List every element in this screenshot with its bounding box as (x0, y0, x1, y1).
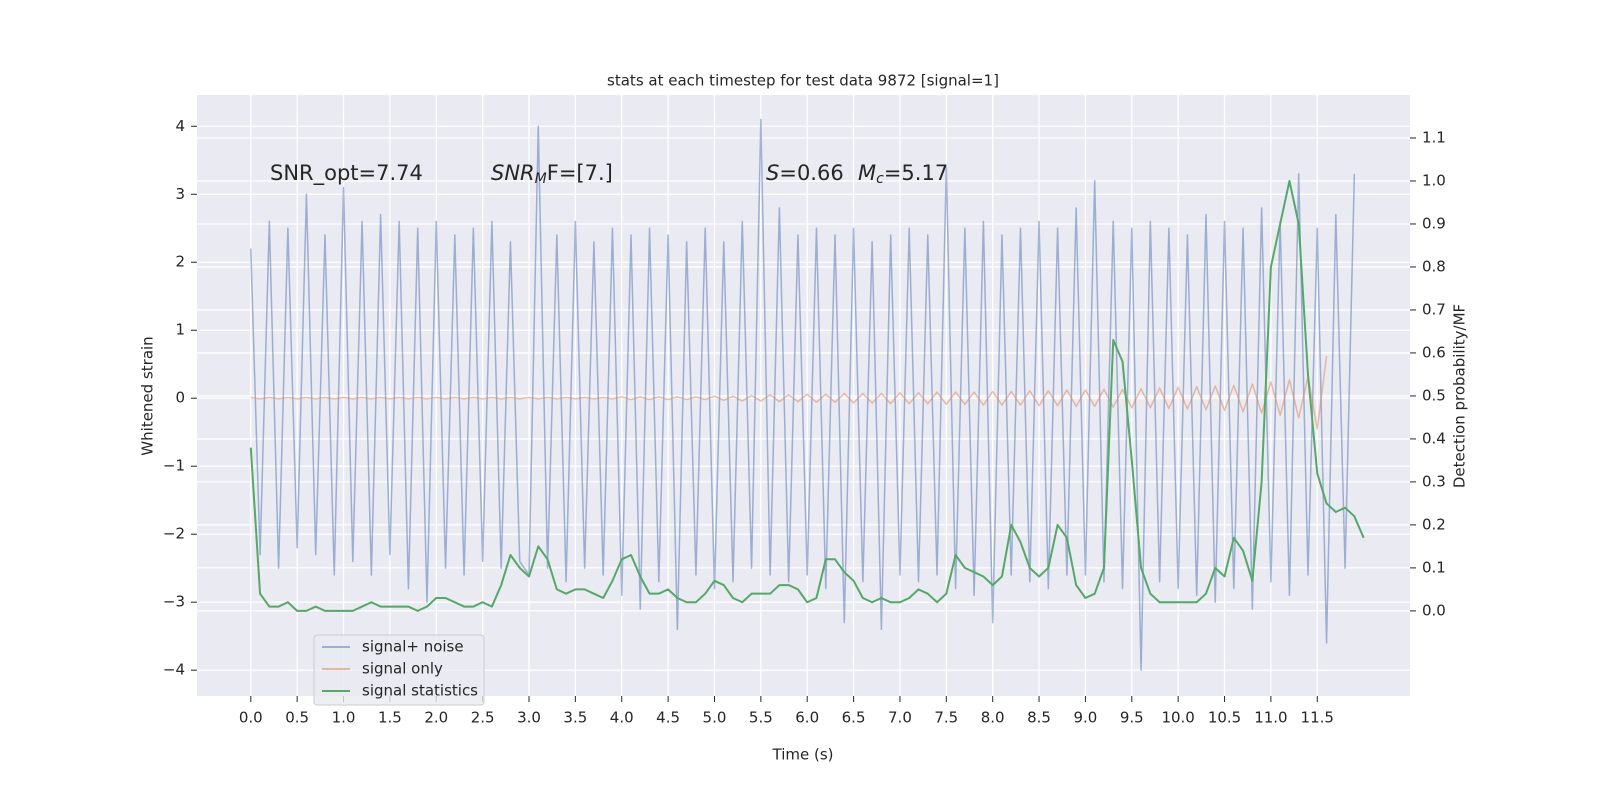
series-line (250, 118, 1356, 671)
y2-tick-label: 0.2 (1422, 515, 1446, 533)
y2-tick-label: 0.0 (1422, 601, 1446, 619)
x-tick-label: 11.0 (1254, 709, 1287, 727)
x-tick-label: 3.5 (563, 709, 587, 727)
x-tick-label: 8.5 (1027, 709, 1051, 727)
x-tick-label: 6.0 (795, 709, 819, 727)
y2-axis-label: Detection probability/MF (1451, 304, 1469, 488)
y-axis-label: Whitened strain (139, 336, 157, 455)
x-tick-label: 9.5 (1120, 709, 1144, 727)
y-tick-label: −4 (163, 661, 185, 679)
y-tick-label: 3 (175, 185, 185, 203)
x-tick-label: 11.5 (1301, 709, 1334, 727)
legend-label: signal statistics (362, 682, 478, 700)
legend-label: signal+ noise (362, 638, 464, 656)
x-axis-label: Time (s) (772, 746, 834, 764)
series-line (250, 355, 1328, 430)
legend-label: signal only (362, 660, 443, 678)
x-tick-label: 5.5 (749, 709, 773, 727)
y2-tick-label: 0.9 (1422, 214, 1446, 232)
y2-tick-label: 0.4 (1422, 429, 1446, 447)
legend-box (313, 634, 485, 706)
y2-tick-label: 0.3 (1422, 472, 1446, 490)
annotation-part: =5.17 (884, 161, 948, 185)
x-tick-label: 1.5 (378, 709, 402, 727)
x-tick-label: 0.5 (285, 709, 309, 727)
legend: signal+ noise signal only signal statistic… (313, 634, 485, 706)
y-tick-label: 0 (175, 389, 185, 407)
x-tick-label: 4.0 (610, 709, 634, 727)
x-tick-label: 2.0 (424, 709, 448, 727)
labels: 0.0 0.5 1.0 1.5 2.0 2.5 3.0 3.5 4.0 4.5 5.0 5.5 6.0 6… (163, 117, 1446, 727)
x-tick-label: 7.0 (888, 709, 912, 727)
x-tick-label: 0.0 (239, 709, 263, 727)
series-line (249, 179, 1365, 612)
annotation: S=0.66 Mc=5.17 (766, 161, 948, 187)
y2-tick-label: 0.7 (1422, 300, 1446, 318)
x-tick-label: 2.5 (471, 709, 495, 727)
x-tick-label: 9.0 (1073, 709, 1097, 727)
annotation-part: S (766, 161, 779, 185)
marks (249, 118, 1365, 671)
annotation-part: =0.66 (779, 161, 843, 185)
y2-tick-label: 0.6 (1422, 343, 1446, 361)
annotation: SNR_opt=7.74 (270, 161, 423, 186)
y-tick-label: −2 (163, 525, 185, 543)
annotation-sub: c (876, 171, 884, 187)
y-tick-label: −1 (163, 457, 185, 475)
y-tick-label: 4 (175, 117, 185, 135)
annotation-part: SNR (491, 161, 535, 185)
x-tick-label: 5.0 (703, 709, 727, 727)
y2-tick-label: 1.0 (1422, 171, 1446, 189)
x-tick-label: 4.5 (656, 709, 680, 727)
annotation: SNRMF=[7.] (491, 161, 613, 187)
chart-title: stats at each timestep for test data 987… (607, 72, 999, 90)
y-tick-label: 1 (175, 321, 185, 339)
annotation-part: M (858, 161, 876, 185)
y-tick-label: 2 (175, 253, 185, 271)
y2-tick-label: 0.8 (1422, 257, 1446, 275)
y2-tick-label: 0.1 (1422, 558, 1446, 576)
y2-tick-label: 0.5 (1422, 386, 1446, 404)
y-tick-label: −3 (163, 593, 185, 611)
annotation-part: F=[7.] (547, 161, 613, 185)
x-tick-label: 6.5 (842, 709, 866, 727)
y2-tick-label: 1.1 (1422, 128, 1446, 146)
annotation-sub: M (535, 171, 547, 187)
x-tick-label: 7.5 (934, 709, 958, 727)
x-tick-label: 1.0 (332, 709, 356, 727)
x-tick-label: 10.0 (1161, 709, 1194, 727)
x-tick-label: 10.5 (1208, 709, 1241, 727)
x-tick-label: 3.0 (517, 709, 541, 727)
x-tick-label: 8.0 (981, 709, 1005, 727)
